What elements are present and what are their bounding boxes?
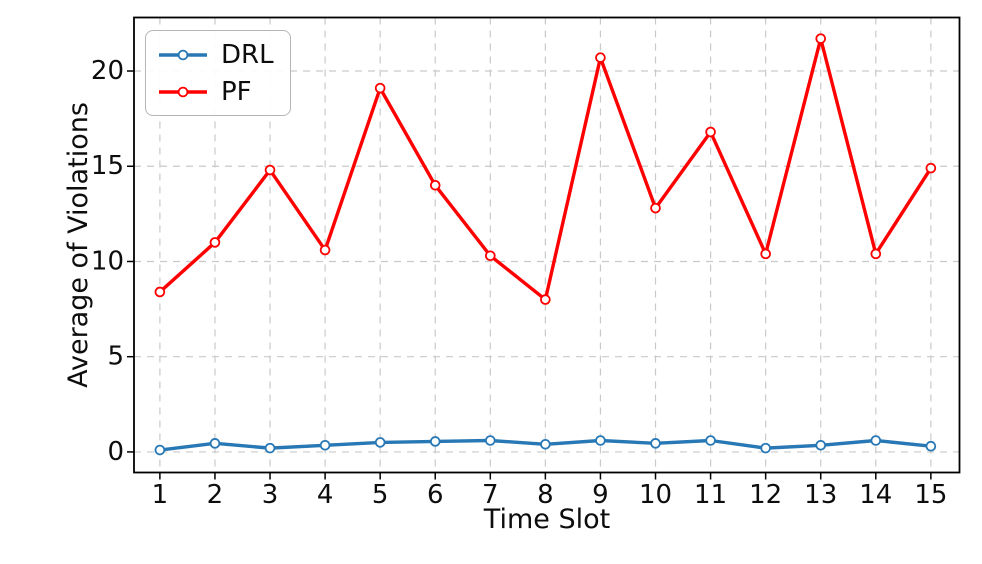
x-tick-label: 8 bbox=[537, 480, 554, 510]
legend: DRL PF bbox=[145, 30, 291, 116]
legend-item-pf: PF bbox=[158, 75, 274, 108]
legend-marker-icon bbox=[177, 86, 189, 97]
y-tick-label: 10 bbox=[91, 246, 124, 276]
y-tick-label: 20 bbox=[91, 56, 124, 86]
data-point-marker bbox=[264, 442, 276, 454]
x-tick-label: 10 bbox=[639, 480, 672, 510]
plot-frame bbox=[133, 16, 961, 474]
data-point-marker bbox=[209, 237, 221, 248]
legend-label: PF bbox=[221, 76, 252, 107]
y-tick-label: 5 bbox=[107, 342, 124, 372]
data-point-marker bbox=[154, 444, 166, 456]
data-point-marker bbox=[925, 162, 937, 174]
x-tick-label: 12 bbox=[749, 480, 782, 510]
data-point-marker bbox=[209, 438, 221, 449]
data-point-marker bbox=[374, 437, 386, 448]
data-point-marker bbox=[429, 436, 441, 447]
x-tick-label: 11 bbox=[694, 480, 727, 510]
data-point-marker bbox=[705, 435, 716, 446]
y-axis-label: Average of Violations bbox=[63, 102, 94, 388]
data-point-marker bbox=[705, 126, 716, 138]
data-point-marker bbox=[650, 438, 661, 449]
data-point-marker bbox=[815, 439, 827, 451]
tick-marks bbox=[127, 70, 932, 480]
data-point-marker bbox=[429, 179, 441, 191]
x-tick-label: 1 bbox=[152, 480, 169, 510]
x-axis-label: Time Slot bbox=[483, 504, 611, 535]
data-point-marker bbox=[650, 202, 661, 214]
legend-sample-line bbox=[159, 86, 207, 97]
data-point-marker bbox=[319, 439, 331, 451]
x-tick-label: 5 bbox=[372, 480, 389, 510]
data-point-marker bbox=[264, 164, 276, 176]
data-point-marker bbox=[540, 439, 551, 450]
series-pf bbox=[154, 33, 937, 305]
data-point-marker bbox=[374, 82, 386, 94]
data-point-marker bbox=[154, 286, 166, 298]
y-tick-label: 0 bbox=[107, 437, 124, 467]
data-point-marker bbox=[760, 248, 771, 260]
legend-marker-icon bbox=[177, 49, 189, 60]
x-tick-label: 4 bbox=[317, 480, 334, 510]
data-point-marker bbox=[815, 33, 827, 44]
data-point-marker bbox=[319, 244, 331, 256]
x-tick-label: 7 bbox=[482, 480, 499, 510]
legend-label: DRL bbox=[221, 39, 274, 70]
y-tick-label: 15 bbox=[91, 151, 124, 181]
x-tick-label: 3 bbox=[262, 480, 279, 510]
x-tick-label: 14 bbox=[859, 480, 892, 510]
x-tick-label: 15 bbox=[914, 480, 947, 510]
data-point-marker bbox=[925, 440, 937, 452]
data-point-marker bbox=[485, 250, 496, 262]
data-point-marker bbox=[870, 248, 882, 260]
data-point-marker bbox=[870, 435, 882, 446]
x-tick-label: 9 bbox=[592, 480, 609, 510]
series-drl bbox=[154, 435, 937, 456]
x-tick-label: 2 bbox=[207, 480, 224, 510]
x-tick-label: 13 bbox=[804, 480, 837, 510]
legend-sample-line bbox=[159, 49, 207, 60]
legend-item-drl: DRL bbox=[158, 38, 274, 71]
data-point-marker bbox=[485, 435, 496, 446]
data-point-marker bbox=[595, 52, 606, 63]
data-point-marker bbox=[595, 435, 606, 446]
data-point-marker bbox=[760, 442, 771, 454]
x-tick-label: 6 bbox=[427, 480, 444, 510]
data-point-marker bbox=[540, 294, 551, 305]
